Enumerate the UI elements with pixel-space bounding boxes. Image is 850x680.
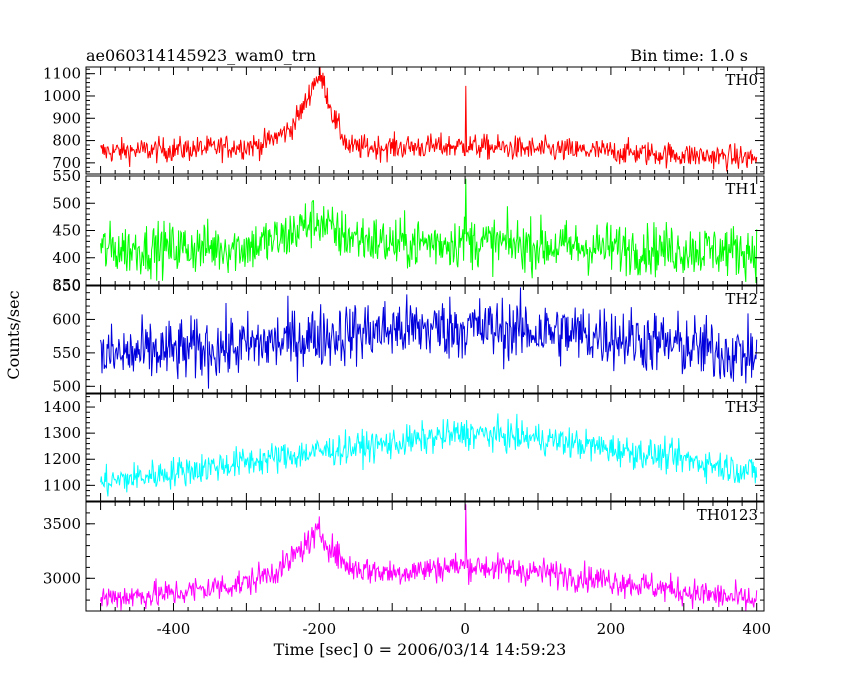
panel-frame xyxy=(85,66,765,175)
y-tick-label: 1100 xyxy=(43,476,81,494)
chart-title: ae060314145923_wam0_trn xyxy=(86,46,316,65)
panel-label-th0: TH0 xyxy=(725,71,758,89)
y-tick-label: 350 xyxy=(52,276,81,294)
x-tick-label: 400 xyxy=(742,620,771,638)
y-tick-label: 800 xyxy=(52,132,81,150)
series-th0 xyxy=(100,67,758,172)
y-axis-label: Counts/sec xyxy=(4,290,23,379)
y-tick-label: 550 xyxy=(52,344,81,362)
y-tick-label: 1000 xyxy=(43,87,81,105)
panel-label-th0123: TH0123 xyxy=(697,506,758,524)
y-tick-label: 500 xyxy=(52,194,81,212)
panel-frame xyxy=(85,175,765,286)
panel-frame xyxy=(85,501,765,612)
x-tick-label: -200 xyxy=(302,620,336,638)
series-th1 xyxy=(100,178,758,284)
panel-th2: 500 550 600 650 TH2 xyxy=(52,277,765,395)
series-th3 xyxy=(100,413,758,497)
y-tick-label: 1300 xyxy=(43,424,81,442)
x-axis: -400 -200 0 200 400 xyxy=(157,620,771,638)
panel-th0: 700 800 900 1000 1100 TH0 xyxy=(43,65,765,175)
panel-label-th2: TH2 xyxy=(725,290,758,308)
y-tick-label: 400 xyxy=(52,249,81,267)
series-th2 xyxy=(100,287,758,389)
y-tick-label: 3000 xyxy=(43,569,81,587)
y-tick-label: 650 xyxy=(52,277,81,295)
panel-label-th3: TH3 xyxy=(725,398,758,416)
y-tick-label: 1200 xyxy=(43,450,81,468)
panel-label-th1: TH1 xyxy=(725,180,758,198)
panels-group: 700 800 900 1000 1100 TH0 350 400 450 500 550 TH1 50… xyxy=(43,65,765,612)
x-axis-label: Time [sec] 0 = 2006/03/14 14:59:23 xyxy=(274,640,567,659)
x-tick-label: 200 xyxy=(597,620,626,638)
y-tick-label: 700 xyxy=(52,154,81,172)
y-tick-label: 3500 xyxy=(43,515,81,533)
y-tick-label: 1400 xyxy=(43,398,81,416)
y-tick-label: 1100 xyxy=(43,65,81,83)
panel-th3: 1100 1200 1300 1400 TH3 xyxy=(43,393,765,502)
y-tick-label: 550 xyxy=(52,167,81,185)
panel-th0123: 3000 3500 TH0123 xyxy=(43,501,765,612)
bin-time-label: Bin time: 1.0 s xyxy=(630,46,748,65)
panel-frame xyxy=(85,393,765,502)
y-tick-label: 500 xyxy=(52,377,81,395)
panel-th1: 350 400 450 500 550 TH1 xyxy=(52,167,765,294)
y-tick-label: 900 xyxy=(52,109,81,127)
x-tick-label: -400 xyxy=(157,620,191,638)
series-th0123 xyxy=(100,504,758,611)
y-tick-label: 450 xyxy=(52,222,81,240)
y-tick-label: 600 xyxy=(52,310,81,328)
x-tick-label: 0 xyxy=(460,620,470,638)
